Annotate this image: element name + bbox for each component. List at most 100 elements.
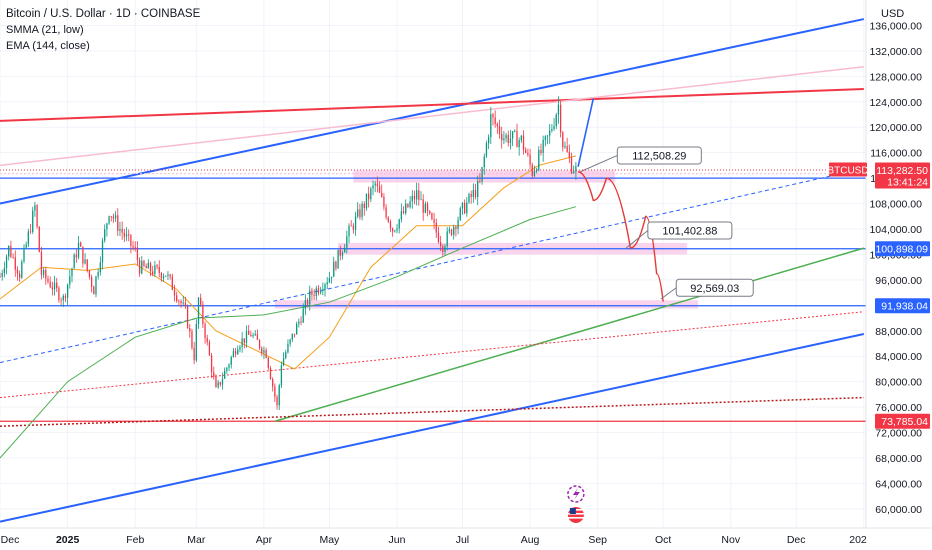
candle-body	[117, 215, 119, 231]
candle-body	[217, 382, 219, 388]
candle-body	[435, 222, 437, 233]
candle-body	[335, 261, 337, 269]
candle-body	[359, 209, 361, 218]
level-price-label: 91,938.04	[881, 301, 928, 313]
candle-body	[490, 114, 492, 138]
candle-body	[34, 205, 36, 211]
candle-body	[568, 151, 570, 158]
candle-body	[265, 349, 267, 358]
candle-body	[306, 300, 309, 305]
candle-body	[206, 338, 208, 343]
candle-body	[542, 139, 544, 154]
candle-body	[446, 231, 448, 247]
candle-body	[289, 339, 291, 344]
candle-body	[110, 216, 112, 217]
candle-body	[527, 152, 529, 155]
price-tick-label: 104,000.00	[869, 224, 922, 236]
candle-body	[53, 282, 56, 290]
candle-body	[178, 300, 180, 302]
candle-body	[176, 295, 178, 301]
candle-body	[376, 183, 379, 187]
candle-body	[453, 226, 455, 235]
candle-body	[12, 256, 14, 258]
candle-body	[186, 306, 189, 329]
callout-price-label: 112,508.29	[632, 150, 686, 162]
price-tick-label: 60,000.00	[875, 504, 922, 516]
candle-body	[485, 143, 488, 157]
candle-body	[21, 261, 23, 278]
candle-body	[254, 333, 256, 336]
time-tick-label: Jun	[389, 534, 406, 546]
candle-body	[40, 251, 43, 275]
candle-body	[104, 229, 106, 241]
candle-body	[324, 284, 326, 290]
candle-body	[381, 192, 383, 197]
candle-body	[341, 252, 344, 256]
smma-line	[0, 155, 577, 370]
candle-body	[282, 357, 285, 366]
candle-body	[47, 278, 49, 282]
countdown-label: 13:41:24	[887, 176, 928, 188]
candle-body	[62, 295, 64, 301]
candle-body	[143, 260, 145, 266]
candle-body	[167, 274, 169, 276]
candle-body	[64, 295, 67, 298]
candle-body	[448, 229, 451, 232]
candle-body	[215, 376, 217, 388]
current-price-badge	[875, 162, 930, 189]
level-price-badge	[875, 413, 930, 429]
candle-body	[365, 193, 368, 209]
currency-label[interactable]: USD	[881, 8, 905, 20]
candle-body	[551, 128, 553, 131]
candle-body	[461, 202, 464, 209]
bullish-projection-line	[577, 98, 595, 167]
price-tick-label: 68,000.00	[875, 453, 922, 465]
candle-body	[38, 226, 40, 252]
callout-price-label: 92,569.03	[690, 283, 739, 295]
callout-pointer	[660, 287, 677, 300]
time-tick-label: Dec	[1, 534, 20, 546]
candle-body	[383, 196, 385, 208]
price-tick-label: 128,000.00	[869, 71, 922, 83]
candle-body	[350, 225, 352, 227]
candle-body	[58, 288, 60, 301]
candle-body	[492, 114, 494, 118]
candle-body	[0, 276, 1, 278]
candle-body	[549, 130, 551, 136]
callout-pointer	[580, 154, 618, 173]
candle-body	[197, 297, 200, 325]
candle-body	[232, 351, 235, 358]
candle-body	[80, 242, 82, 247]
candle-body	[357, 209, 359, 217]
candle-body	[274, 386, 276, 397]
candle-body	[450, 229, 453, 235]
candle-body	[45, 269, 47, 279]
price-axis-background	[866, 0, 932, 550]
candle-body	[344, 247, 346, 253]
candle-body	[494, 117, 496, 124]
level-price-label: 100,898.09	[875, 244, 928, 256]
candle-body	[71, 268, 73, 277]
candle-body	[557, 104, 560, 115]
price-tick-label: 124,000.00	[869, 97, 922, 109]
candle-body	[326, 282, 328, 285]
candle-body	[84, 259, 86, 264]
candle-body	[457, 219, 459, 229]
candle-body	[145, 265, 147, 269]
lightning-icon	[567, 485, 585, 503]
candle-body	[29, 231, 32, 233]
time-tick-label: Aug	[521, 534, 540, 546]
candle-body	[1, 273, 3, 277]
candle-body	[14, 257, 16, 270]
candle-body	[261, 347, 263, 353]
candle-body	[90, 276, 93, 287]
candle-body	[147, 263, 149, 269]
support-zone	[274, 300, 699, 309]
candle-body	[8, 245, 10, 257]
candle-body	[158, 266, 160, 274]
candle-body	[385, 207, 387, 218]
candle-body	[496, 123, 499, 127]
candle-body	[378, 186, 381, 193]
